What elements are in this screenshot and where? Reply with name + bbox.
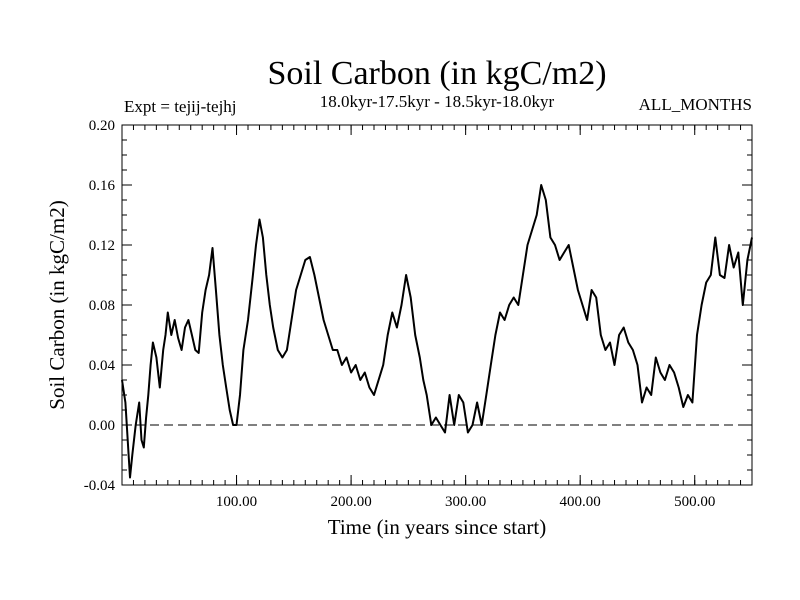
y-tick-label: 0.20 — [89, 118, 115, 134]
chart-title: Soil Carbon (in kgC/m2) — [267, 55, 606, 92]
chart-subtitle: 18.0kyr-17.5kyr - 18.5kyr-18.0kyr — [320, 92, 555, 111]
tick-labels: 100.00 200.00 300.00 400.00 500.00 -0.04 0.00 0… — [84, 118, 716, 510]
x-tick-label: 200.00 — [330, 494, 371, 510]
season-label: ALL_MONTHS — [639, 95, 752, 114]
y-tick-label: 0.04 — [89, 358, 116, 374]
x-tick-label: 100.00 — [216, 494, 257, 510]
y-tick-label: 0.16 — [89, 178, 116, 194]
soil-carbon-series-line — [121, 184, 753, 479]
y-tick-label: 0.08 — [89, 298, 115, 314]
x-tick-label: 500.00 — [674, 494, 715, 510]
y-tick-label: -0.04 — [84, 478, 116, 494]
x-tick-label: 300.00 — [445, 494, 486, 510]
y-tick-label: 0.00 — [89, 418, 115, 434]
y-axis-label: Soil Carbon (in kgC/m2) — [45, 200, 69, 409]
experiment-label: Expt = tejij-tejhj — [124, 97, 237, 116]
x-axis-label: Time (in years since start) — [328, 515, 547, 539]
y-tick-label: 0.12 — [89, 238, 115, 254]
series-group — [121, 184, 753, 479]
x-tick-label: 400.00 — [560, 494, 601, 510]
plot-frame — [121, 124, 753, 486]
